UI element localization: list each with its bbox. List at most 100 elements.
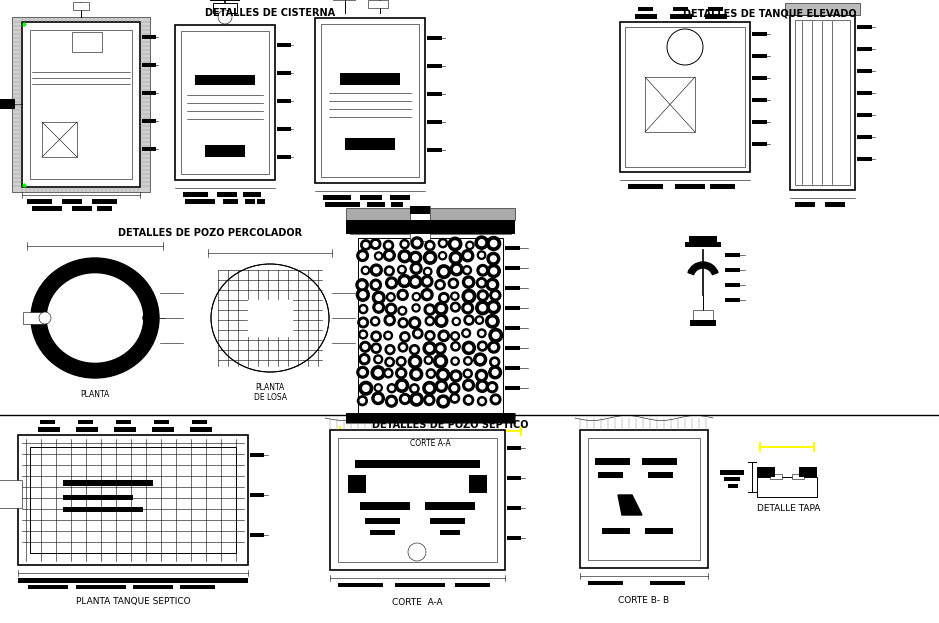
Circle shape xyxy=(39,312,51,324)
Circle shape xyxy=(384,331,393,340)
Circle shape xyxy=(398,275,411,287)
Bar xyxy=(30,447,236,553)
Circle shape xyxy=(389,307,393,312)
Circle shape xyxy=(476,301,489,315)
Bar xyxy=(205,145,245,157)
Bar xyxy=(210,0,240,1)
Circle shape xyxy=(466,293,472,299)
Circle shape xyxy=(475,316,484,325)
Circle shape xyxy=(466,383,471,388)
Bar xyxy=(30,30,132,179)
Bar xyxy=(195,75,255,85)
Circle shape xyxy=(464,356,472,365)
Circle shape xyxy=(465,253,470,259)
Circle shape xyxy=(466,241,474,249)
Bar xyxy=(752,32,767,36)
Circle shape xyxy=(462,250,473,262)
Circle shape xyxy=(360,282,365,288)
Bar xyxy=(752,54,767,58)
Bar xyxy=(245,199,255,204)
Circle shape xyxy=(435,280,445,290)
Circle shape xyxy=(363,242,368,247)
Bar xyxy=(248,300,292,336)
Bar xyxy=(507,536,521,540)
Bar xyxy=(152,427,174,432)
Bar xyxy=(469,475,487,493)
Bar xyxy=(12,17,150,192)
Circle shape xyxy=(485,315,500,328)
Circle shape xyxy=(409,251,422,264)
Circle shape xyxy=(383,249,395,261)
Circle shape xyxy=(490,357,500,367)
Circle shape xyxy=(424,240,435,250)
Circle shape xyxy=(400,268,404,272)
Bar xyxy=(588,581,623,585)
Circle shape xyxy=(451,357,459,365)
Circle shape xyxy=(437,395,450,408)
Bar xyxy=(338,583,383,587)
Circle shape xyxy=(440,269,447,275)
Circle shape xyxy=(425,331,435,341)
Circle shape xyxy=(480,344,485,348)
Bar xyxy=(693,310,713,320)
Bar xyxy=(330,430,505,570)
Circle shape xyxy=(454,359,457,363)
Circle shape xyxy=(374,334,378,339)
Circle shape xyxy=(413,396,420,402)
Circle shape xyxy=(480,253,484,257)
Circle shape xyxy=(426,358,430,362)
Circle shape xyxy=(359,330,367,339)
Circle shape xyxy=(384,266,394,276)
Bar xyxy=(370,530,395,535)
Circle shape xyxy=(491,268,497,274)
Circle shape xyxy=(397,289,408,300)
Text: DETALLE TAPA: DETALLE TAPA xyxy=(758,504,821,513)
Circle shape xyxy=(413,371,419,377)
Circle shape xyxy=(486,300,500,314)
Circle shape xyxy=(468,244,471,247)
Circle shape xyxy=(426,345,433,351)
Bar xyxy=(505,366,520,370)
Circle shape xyxy=(387,384,396,392)
Text: CORTE  A-A: CORTE A-A xyxy=(392,598,442,607)
Circle shape xyxy=(387,269,392,273)
Circle shape xyxy=(384,368,393,378)
Circle shape xyxy=(439,306,444,312)
Bar xyxy=(455,583,490,587)
Circle shape xyxy=(490,240,497,247)
Bar xyxy=(857,69,872,73)
Bar xyxy=(175,25,275,180)
Circle shape xyxy=(412,304,420,312)
Bar xyxy=(670,14,692,19)
Circle shape xyxy=(398,307,407,315)
Bar xyxy=(770,474,782,479)
Bar xyxy=(505,266,520,270)
Bar xyxy=(18,578,248,583)
Bar xyxy=(690,320,716,326)
Circle shape xyxy=(436,380,448,392)
Circle shape xyxy=(435,314,448,327)
Circle shape xyxy=(400,309,405,313)
Circle shape xyxy=(386,333,390,338)
Bar xyxy=(785,3,860,15)
Bar xyxy=(154,420,169,424)
Bar xyxy=(213,3,237,13)
Bar xyxy=(752,120,767,124)
Circle shape xyxy=(395,368,407,379)
Bar xyxy=(505,306,520,310)
Bar xyxy=(857,157,872,161)
Bar xyxy=(645,528,673,534)
Circle shape xyxy=(477,356,483,363)
Circle shape xyxy=(451,331,459,340)
Circle shape xyxy=(357,288,369,302)
Circle shape xyxy=(374,267,379,273)
Bar xyxy=(427,120,442,124)
Circle shape xyxy=(385,303,397,315)
Circle shape xyxy=(388,360,392,364)
Circle shape xyxy=(398,250,411,263)
Circle shape xyxy=(357,366,368,378)
Circle shape xyxy=(361,240,371,250)
Circle shape xyxy=(488,341,500,353)
Bar xyxy=(708,7,723,11)
Circle shape xyxy=(490,394,500,405)
